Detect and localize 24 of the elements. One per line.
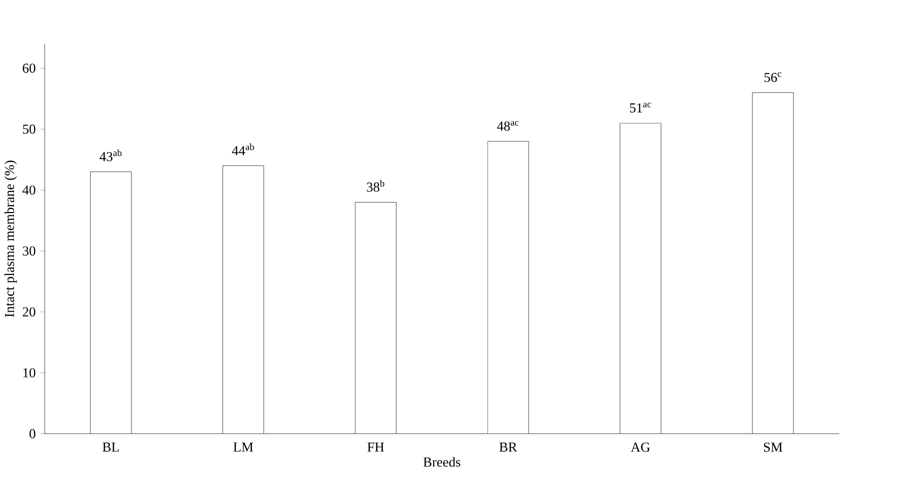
data-label: 56$^{c}$: [764, 72, 782, 82]
x-tick-label: AG: [630, 442, 650, 452]
bar: [354, 202, 396, 434]
data-label: 51$^{ac}$: [630, 102, 651, 112]
x-axis-title: Breeds: [423, 457, 460, 467]
x-tick-label: LM: [233, 442, 254, 452]
data-label: 44$^{ab}$: [232, 143, 254, 156]
y-tick-label: 40: [22, 185, 36, 195]
y-tick-label: 50: [23, 124, 36, 134]
y-tick-label: 60: [22, 64, 36, 73]
x-tick-label: FH: [367, 442, 384, 452]
y-tick-label: 0: [30, 429, 36, 438]
x-tick-label: BR: [499, 442, 518, 452]
x-tick-label: BL: [102, 442, 119, 452]
data-label: 38$^{b}$: [366, 180, 384, 192]
data-label: 48$^{ac}$: [497, 121, 519, 131]
y-tick-label: 10: [23, 368, 36, 378]
y-axis-title: Intact plasma membrane (%): [4, 160, 17, 318]
y-tick-label: 30: [22, 246, 36, 256]
bar: [222, 165, 264, 434]
y-tick-label: 20: [22, 307, 36, 316]
bar: [487, 141, 529, 434]
data-label: 43$^{ab}$: [100, 149, 122, 162]
x-tick-label: SM: [764, 442, 782, 452]
